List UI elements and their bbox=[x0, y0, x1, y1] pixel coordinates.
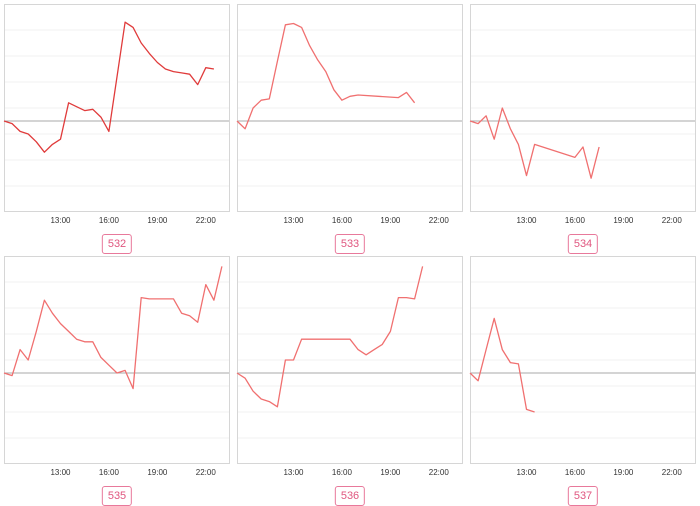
chart-panel-533: 13:00 16:00 19:00 22:00 533 bbox=[236, 4, 463, 254]
chart-panel-537: 13:00 16:00 19:00 22:00 537 bbox=[469, 256, 696, 506]
series-line bbox=[3, 21, 215, 153]
chart-svg: 13:00 16:00 19:00 22:00 bbox=[236, 256, 463, 477]
chart-panel-536: 13:00 16:00 19:00 22:00 536 bbox=[236, 256, 463, 506]
chart-panel-534: 13:00 16:00 19:00 22:00 534 bbox=[469, 4, 696, 254]
chart-svg: 13:00 16:00 19:00 22:00 bbox=[469, 256, 696, 477]
chart-svg: 13:00 16:00 19:00 22:00 bbox=[236, 4, 463, 225]
chart-label-badge[interactable]: 533 bbox=[334, 234, 366, 254]
x-tick-label: 13:00 bbox=[516, 216, 537, 225]
x-tick-label: 13:00 bbox=[283, 216, 304, 225]
chart-panel-532: 13:00 16:00 19:00 22:00 532 bbox=[3, 4, 230, 254]
chart-label-badge[interactable]: 537 bbox=[567, 486, 599, 506]
x-tick-label: 16:00 bbox=[99, 468, 120, 477]
x-tick-label: 22:00 bbox=[196, 216, 217, 225]
x-tick-label: 13:00 bbox=[283, 468, 304, 477]
chart-svg: 13:00 16:00 19:00 22:00 bbox=[469, 4, 696, 225]
x-tick-label: 16:00 bbox=[332, 216, 353, 225]
x-tick-label: 22:00 bbox=[662, 216, 683, 225]
chart-svg: 13:00 16:00 19:00 22:00 bbox=[3, 4, 230, 225]
x-tick-label: 22:00 bbox=[662, 468, 683, 477]
x-tick-label: 19:00 bbox=[613, 216, 634, 225]
series-line bbox=[236, 266, 424, 408]
x-tick-label: 16:00 bbox=[565, 216, 586, 225]
x-tick-label: 16:00 bbox=[332, 468, 353, 477]
chart-svg: 13:00 16:00 19:00 22:00 bbox=[3, 256, 230, 477]
x-tick-label: 22:00 bbox=[429, 468, 450, 477]
chart-label-badge[interactable]: 535 bbox=[101, 486, 133, 506]
series-line bbox=[236, 22, 416, 130]
x-tick-label: 22:00 bbox=[429, 216, 450, 225]
x-tick-label: 13:00 bbox=[50, 216, 71, 225]
x-tick-label: 19:00 bbox=[147, 216, 168, 225]
x-tick-label: 16:00 bbox=[565, 468, 586, 477]
chart-label-badge[interactable]: 536 bbox=[334, 486, 366, 506]
x-tick-label: 19:00 bbox=[147, 468, 168, 477]
x-tick-label: 13:00 bbox=[50, 468, 71, 477]
chart-label-badge[interactable]: 534 bbox=[567, 234, 599, 254]
x-tick-label: 16:00 bbox=[99, 216, 120, 225]
x-tick-label: 19:00 bbox=[380, 216, 401, 225]
series-line bbox=[469, 317, 535, 413]
x-tick-label: 19:00 bbox=[613, 468, 634, 477]
x-tick-label: 13:00 bbox=[516, 468, 537, 477]
chart-label-badge[interactable]: 532 bbox=[101, 234, 133, 254]
series-line bbox=[469, 107, 600, 179]
x-tick-label: 19:00 bbox=[380, 468, 401, 477]
chart-panel-535: 13:00 16:00 19:00 22:00 535 bbox=[3, 256, 230, 506]
x-tick-label: 22:00 bbox=[196, 468, 217, 477]
series-line bbox=[3, 266, 223, 390]
